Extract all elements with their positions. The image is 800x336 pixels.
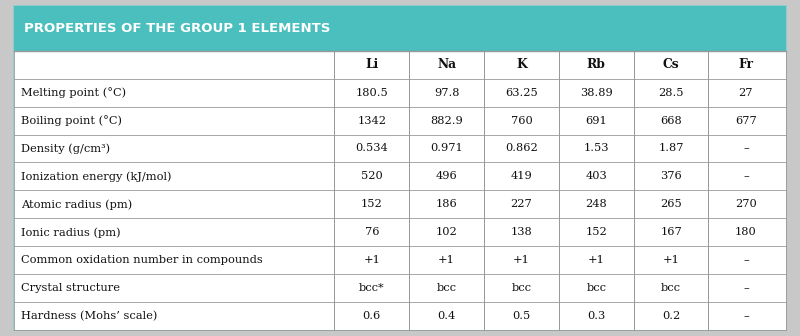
Text: 102: 102 [436, 227, 458, 237]
Text: 63.25: 63.25 [505, 88, 538, 98]
Text: 152: 152 [586, 227, 607, 237]
Text: 0.534: 0.534 [355, 143, 388, 154]
Text: 0.2: 0.2 [662, 311, 680, 321]
Text: Li: Li [366, 58, 378, 71]
Text: 270: 270 [735, 199, 757, 209]
Text: Atomic radius (pm): Atomic radius (pm) [21, 199, 132, 210]
Text: +1: +1 [662, 255, 679, 265]
Text: 419: 419 [510, 171, 532, 181]
Text: Hardness (Mohs’ scale): Hardness (Mohs’ scale) [21, 311, 157, 321]
Text: 403: 403 [586, 171, 607, 181]
Text: 27: 27 [738, 88, 753, 98]
Text: 668: 668 [660, 116, 682, 126]
Text: Boiling point (°C): Boiling point (°C) [21, 115, 122, 126]
Bar [14, 6, 786, 51]
Text: –: – [743, 255, 749, 265]
Text: +1: +1 [588, 255, 605, 265]
Text: Rb: Rb [587, 58, 606, 71]
Text: Density (g/cm³): Density (g/cm³) [21, 143, 110, 154]
Text: PROPERTIES OF THE GROUP 1 ELEMENTS: PROPERTIES OF THE GROUP 1 ELEMENTS [24, 22, 330, 35]
Text: 186: 186 [436, 199, 458, 209]
Text: 760: 760 [510, 116, 532, 126]
Text: 180.5: 180.5 [355, 88, 388, 98]
Text: bcc: bcc [586, 283, 606, 293]
Text: 0.862: 0.862 [505, 143, 538, 154]
Text: 265: 265 [660, 199, 682, 209]
Text: 1.53: 1.53 [583, 143, 609, 154]
Text: 97.8: 97.8 [434, 88, 459, 98]
Text: Common oxidation number in compounds: Common oxidation number in compounds [21, 255, 262, 265]
Text: Cs: Cs [662, 58, 679, 71]
Text: +1: +1 [363, 255, 380, 265]
Text: 76: 76 [365, 227, 379, 237]
Text: bcc: bcc [661, 283, 681, 293]
Text: 38.89: 38.89 [580, 88, 613, 98]
Text: +1: +1 [438, 255, 455, 265]
Text: 0.5: 0.5 [512, 311, 530, 321]
Text: bcc: bcc [437, 283, 457, 293]
Bar [14, 51, 786, 330]
Text: +1: +1 [513, 255, 530, 265]
Text: 1.87: 1.87 [658, 143, 684, 154]
Text: 677: 677 [735, 116, 757, 126]
Text: –: – [743, 283, 749, 293]
Text: 167: 167 [660, 227, 682, 237]
Text: 496: 496 [436, 171, 458, 181]
Text: –: – [743, 311, 749, 321]
Text: –: – [743, 171, 749, 181]
Text: 520: 520 [361, 171, 382, 181]
Text: 691: 691 [586, 116, 607, 126]
Text: 138: 138 [510, 227, 532, 237]
Text: Crystal structure: Crystal structure [21, 283, 120, 293]
Text: 0.4: 0.4 [438, 311, 456, 321]
Text: 1342: 1342 [358, 116, 386, 126]
Text: 28.5: 28.5 [658, 88, 684, 98]
Text: 227: 227 [510, 199, 532, 209]
Text: K: K [516, 58, 527, 71]
Text: bcc*: bcc* [359, 283, 385, 293]
Text: Ionization energy (kJ/mol): Ionization energy (kJ/mol) [21, 171, 171, 182]
Text: Ionic radius (pm): Ionic radius (pm) [21, 227, 121, 238]
Text: Melting point (°C): Melting point (°C) [21, 87, 126, 98]
Text: 0.6: 0.6 [362, 311, 381, 321]
Text: 376: 376 [660, 171, 682, 181]
Text: 152: 152 [361, 199, 382, 209]
Text: Na: Na [437, 58, 456, 71]
Text: Fr: Fr [738, 58, 754, 71]
Text: 248: 248 [586, 199, 607, 209]
Text: –: – [743, 143, 749, 154]
Text: bcc: bcc [511, 283, 531, 293]
Text: 0.971: 0.971 [430, 143, 463, 154]
Text: 180: 180 [735, 227, 757, 237]
Text: 882.9: 882.9 [430, 116, 463, 126]
Text: 0.3: 0.3 [587, 311, 606, 321]
